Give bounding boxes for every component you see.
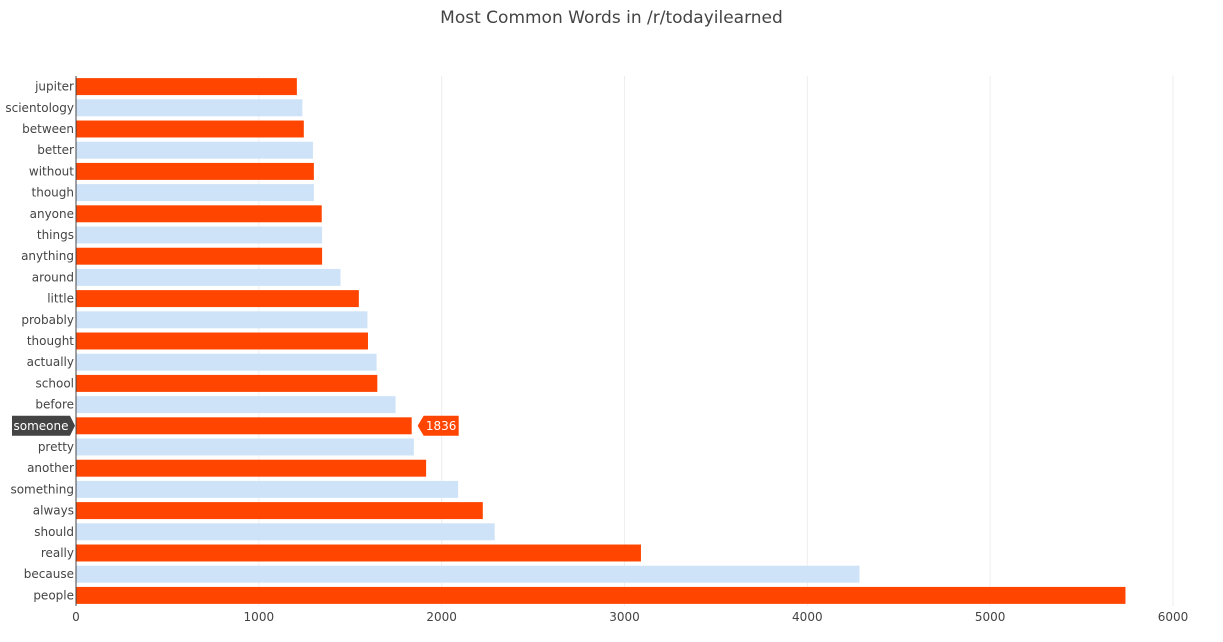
y-tick-label: always: [33, 504, 74, 518]
x-tick-label: 1000: [244, 610, 275, 624]
y-tick-label: around: [32, 270, 74, 284]
x-tick-label: 4000: [792, 610, 823, 624]
bar-because[interactable]: [76, 565, 860, 583]
y-tick-label: jupiter: [34, 80, 74, 94]
y-tick-label: scientology: [5, 101, 74, 115]
bar-someone[interactable]: [76, 417, 412, 435]
bar-should[interactable]: [76, 523, 495, 541]
y-tick-label: between: [22, 122, 74, 136]
y-tick-label: pretty: [38, 440, 74, 454]
bar-another[interactable]: [76, 459, 427, 477]
y-tick-label: should: [34, 525, 74, 539]
y-tick-label: thought: [27, 334, 74, 348]
chart-title: Most Common Words in /r/todayilearned: [440, 8, 783, 28]
x-tick-label: 3000: [609, 610, 640, 624]
bar-between[interactable]: [76, 120, 304, 138]
y-tick-label: before: [35, 398, 74, 412]
y-tick-label: things: [37, 228, 74, 242]
bar-before[interactable]: [76, 396, 396, 414]
bar-anyone[interactable]: [76, 205, 322, 223]
hover-category-label: someone: [12, 415, 75, 436]
bar-without[interactable]: [76, 162, 314, 180]
y-tick-label: anything: [21, 249, 74, 263]
bar-always[interactable]: [76, 502, 483, 520]
bar-jupiter[interactable]: [76, 78, 297, 96]
y-tick-label: school: [36, 376, 74, 390]
bar-actually[interactable]: [76, 353, 377, 371]
bar-pretty[interactable]: [76, 438, 414, 456]
hover-value-text: 1836: [426, 419, 457, 433]
y-tick-label: actually: [27, 355, 74, 369]
bar-around[interactable]: [76, 268, 341, 286]
bar-things[interactable]: [76, 226, 323, 244]
bar-thought[interactable]: [76, 332, 368, 350]
hover-value-label: 1836: [417, 415, 459, 436]
bar-though[interactable]: [76, 184, 314, 202]
y-tick-label: little: [47, 292, 74, 306]
x-tick-label: 2000: [426, 610, 457, 624]
y-tick-label: something: [10, 482, 74, 496]
bar-school[interactable]: [76, 374, 378, 392]
x-tick-label: 0: [72, 610, 80, 624]
y-tick-label: better: [37, 143, 74, 157]
bar-something[interactable]: [76, 480, 459, 498]
y-tick-label: without: [29, 164, 74, 178]
y-tick-label: probably: [21, 313, 74, 327]
bar-little[interactable]: [76, 290, 359, 308]
bar-probably[interactable]: [76, 311, 368, 329]
bar-scientology[interactable]: [76, 99, 303, 117]
y-tick-label: anyone: [30, 207, 74, 221]
y-tick-label: because: [24, 567, 74, 581]
y-tick-label: another: [27, 461, 74, 475]
bar-better[interactable]: [76, 141, 313, 159]
bar-really[interactable]: [76, 544, 641, 562]
x-tick-label: 6000: [1158, 610, 1189, 624]
bar-people[interactable]: [76, 586, 1126, 604]
hover-category-text: someone: [14, 419, 69, 433]
y-tick-label: though: [32, 186, 74, 200]
x-tick-label: 5000: [975, 610, 1006, 624]
y-tick-label: really: [41, 546, 74, 560]
y-tick-label: people: [33, 588, 74, 602]
bar-anything[interactable]: [76, 247, 323, 265]
